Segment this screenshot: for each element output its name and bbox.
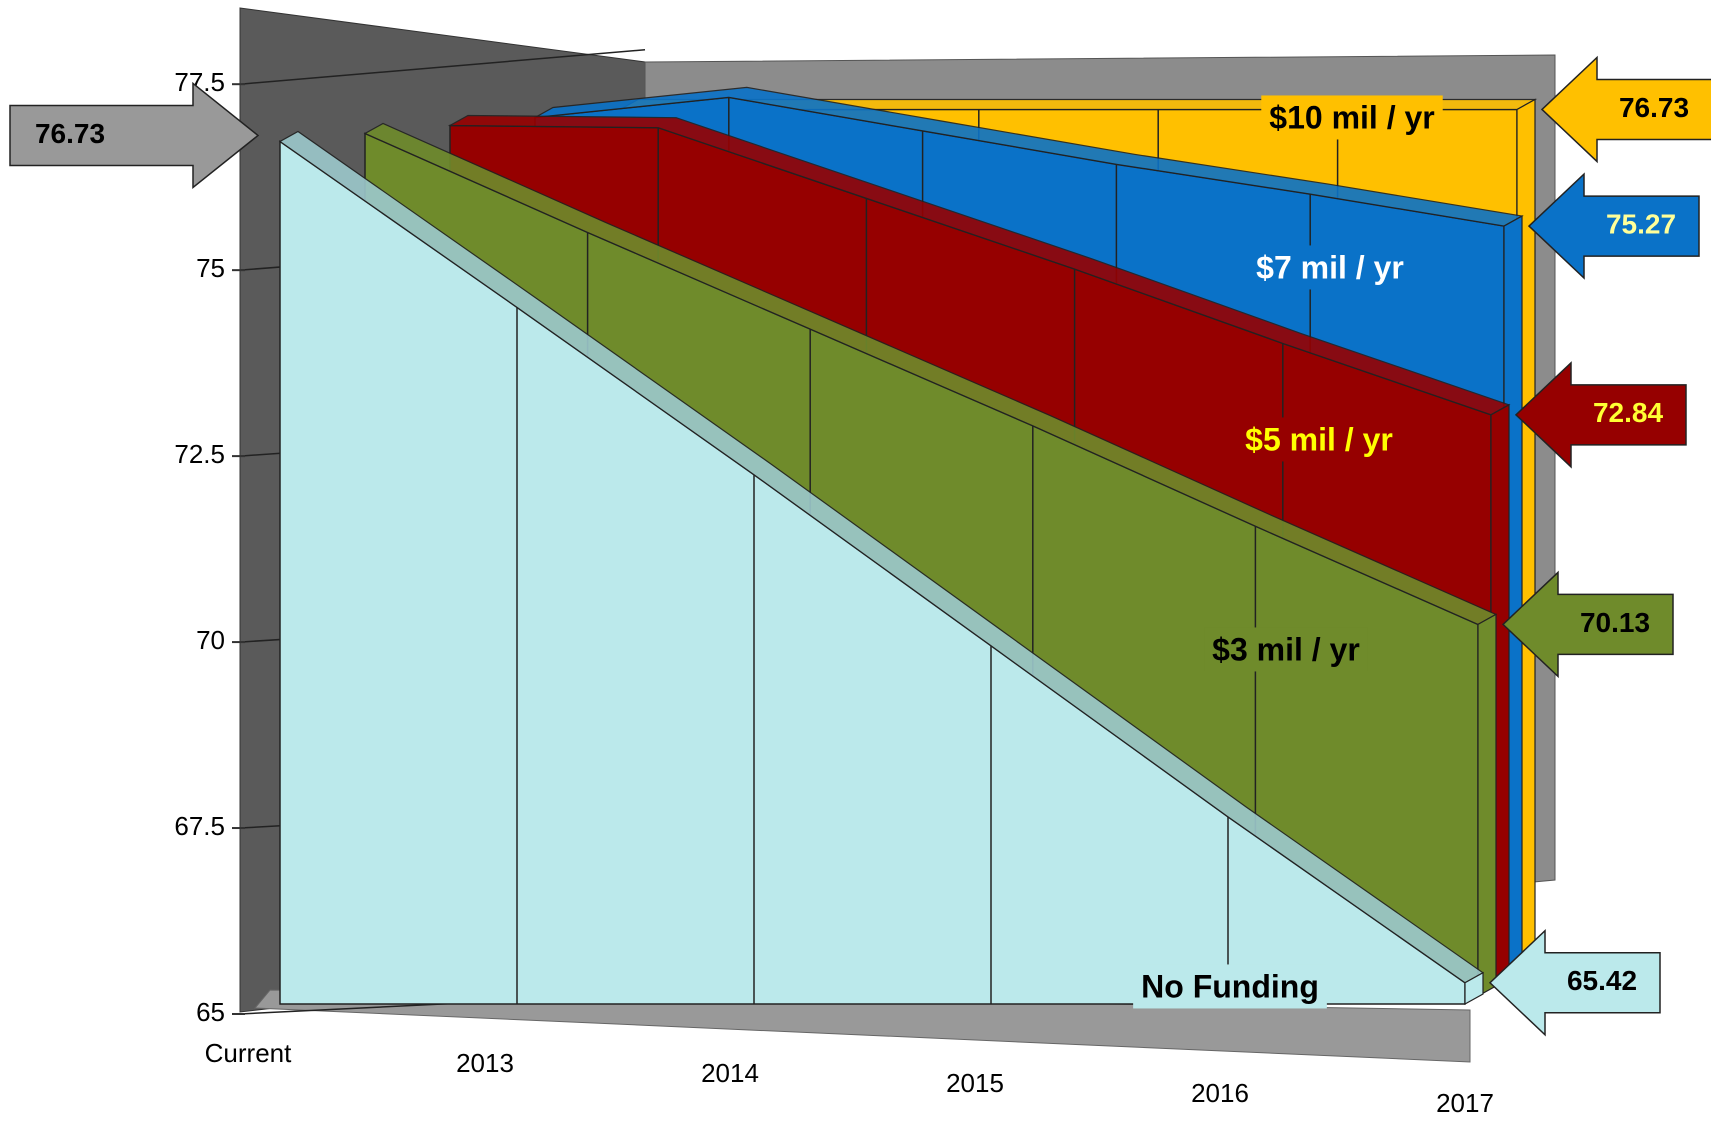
y-tick-label: 70 [196, 625, 225, 655]
series-label-box [1133, 964, 1327, 1009]
x-tick-label: Current [205, 1038, 292, 1068]
grid-line [239, 49, 646, 85]
value-label: 76.73 [35, 118, 105, 149]
series-label-box [1248, 245, 1412, 290]
series-label-box [1261, 95, 1443, 140]
series-label-box [1237, 417, 1401, 462]
x-tick-label: 2013 [456, 1048, 514, 1078]
y-tick-label: 67.5 [174, 811, 225, 841]
value-label: 65.42 [1567, 965, 1637, 996]
value-arrow [9, 81, 260, 190]
value-arrow [1514, 361, 1687, 469]
value-arrow [1540, 55, 1711, 164]
series-label: $10 mil / yr [1269, 99, 1434, 135]
series-label-box [1204, 627, 1368, 672]
value-arrow [1488, 929, 1661, 1037]
value-label: 72.84 [1593, 397, 1663, 428]
x-tick-label: 2017 [1436, 1088, 1494, 1117]
value-label: 70.13 [1580, 607, 1650, 638]
y-tick-label: 75 [196, 253, 225, 283]
area-side [1464, 971, 1484, 1006]
series-label: $3 mil / yr [1212, 631, 1360, 667]
series-label: $5 mil / yr [1245, 421, 1393, 457]
y-tick-label: 72.5 [174, 439, 225, 469]
value-arrow [1501, 570, 1674, 679]
x-tick-label: 2014 [701, 1058, 759, 1088]
area-side [1477, 613, 1497, 998]
x-tick-label: 2016 [1191, 1078, 1249, 1108]
value-arrow [1527, 172, 1700, 280]
x-tick-label: 2015 [946, 1068, 1004, 1098]
y-tick-label: 65 [196, 997, 225, 1027]
value-label: 76.73 [1619, 92, 1689, 123]
series-label: No Funding [1141, 968, 1319, 1004]
series-label: $7 mil / yr [1256, 249, 1404, 285]
value-label: 75.27 [1606, 208, 1676, 239]
